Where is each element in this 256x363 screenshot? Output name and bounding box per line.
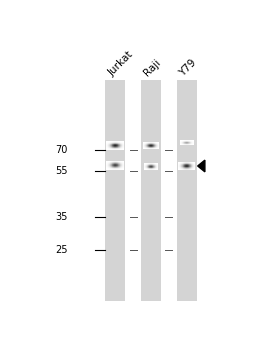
Text: Y79: Y79 xyxy=(178,58,199,78)
Bar xyxy=(177,80,197,301)
Text: 25: 25 xyxy=(55,245,68,256)
Text: 35: 35 xyxy=(55,212,68,222)
Text: 70: 70 xyxy=(55,145,68,155)
Text: 55: 55 xyxy=(55,166,68,176)
Polygon shape xyxy=(198,160,205,172)
Text: Jurkat: Jurkat xyxy=(106,50,135,78)
Bar xyxy=(105,80,125,301)
Text: Raji: Raji xyxy=(142,58,163,78)
Bar xyxy=(141,80,161,301)
